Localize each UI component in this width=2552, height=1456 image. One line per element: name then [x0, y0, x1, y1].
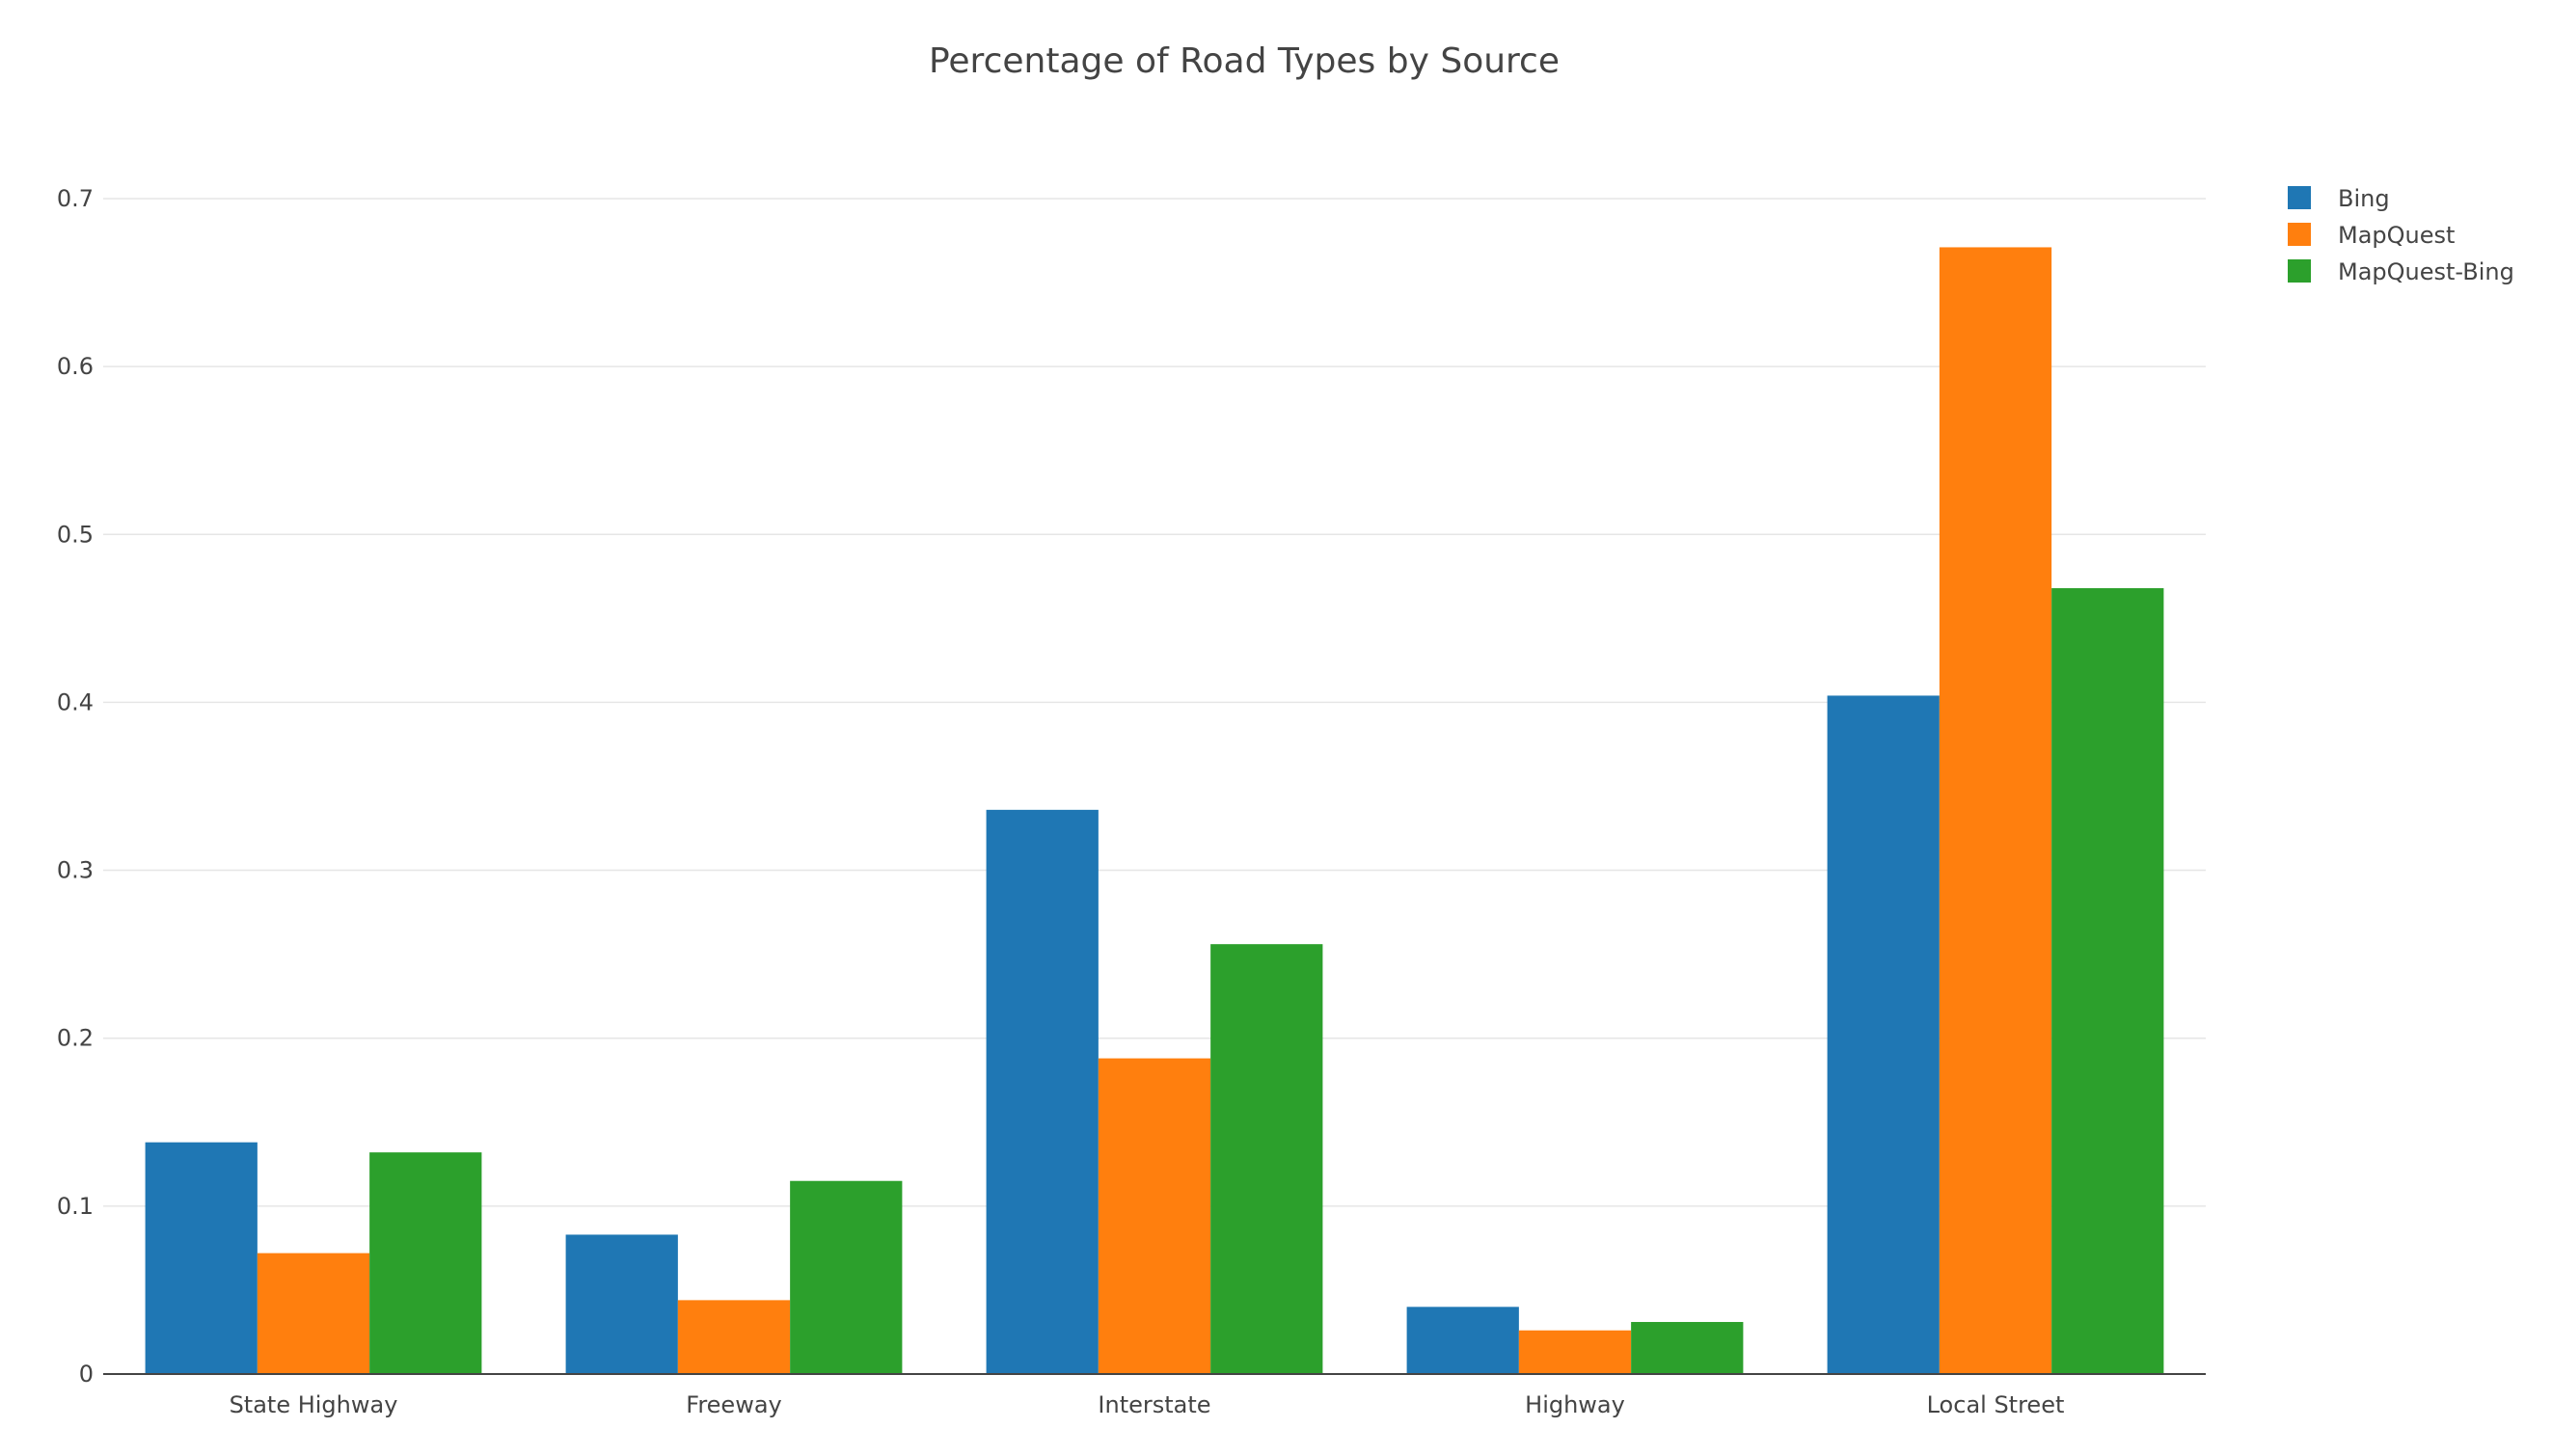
y-tick-label: 0.7 [57, 185, 94, 212]
bar-bing-freeway [565, 1234, 678, 1374]
bar-mapquest-bing-interstate [1210, 944, 1323, 1374]
y-tick-label: 0.5 [57, 521, 94, 548]
bar-mapquest-local-street [1939, 247, 2052, 1374]
x-tick-label: Interstate [1098, 1391, 1210, 1418]
legend-swatch [2288, 223, 2311, 246]
gridlines [103, 198, 2206, 1207]
bar-mapquest-bing-freeway [790, 1180, 903, 1374]
bar-bing-local-street [1827, 695, 1940, 1374]
y-tick-label: 0.2 [57, 1025, 94, 1052]
legend-swatch [2288, 186, 2311, 209]
y-tick-label: 0 [79, 1361, 94, 1388]
legend-label: Bing [2338, 185, 2390, 212]
bar-mapquest-bing-local-street [2051, 587, 2164, 1374]
x-axis-ticks: State Highway Freeway Interstate Highway Loc… [230, 1391, 2065, 1418]
bar-mapquest-highway [1518, 1330, 1632, 1374]
bar-bing-highway [1406, 1307, 1519, 1374]
bars [145, 247, 2164, 1374]
bar-bing-interstate [986, 809, 1099, 1374]
y-axis-ticks: 0 0.1 0.2 0.3 0.4 0.5 0.6 0.7 [57, 185, 94, 1388]
legend-label: MapQuest-Bing [2338, 258, 2514, 285]
bar-mapquest-state-highway [257, 1253, 370, 1374]
x-tick-label: Highway [1525, 1391, 1625, 1418]
y-tick-label: 0.3 [57, 857, 94, 884]
y-tick-label: 0.6 [57, 353, 94, 380]
legend-swatch [2288, 259, 2311, 283]
bar-mapquest-bing-state-highway [369, 1152, 482, 1374]
bar-mapquest-interstate [1098, 1058, 1211, 1374]
x-tick-label: Freeway [686, 1391, 781, 1418]
bar-mapquest-bing-highway [1631, 1322, 1744, 1374]
x-tick-label: State Highway [230, 1391, 398, 1418]
legend: Bing MapQuest MapQuest-Bing [2288, 185, 2514, 285]
y-tick-label: 0.4 [57, 688, 94, 715]
legend-label: MapQuest [2338, 222, 2455, 249]
y-tick-label: 0.1 [57, 1193, 94, 1220]
bar-bing-state-highway [145, 1142, 258, 1374]
x-tick-label: Local Street [1927, 1391, 2065, 1418]
bar-mapquest-freeway [677, 1300, 791, 1374]
chart-title: Percentage of Road Types by Source [929, 41, 1560, 81]
